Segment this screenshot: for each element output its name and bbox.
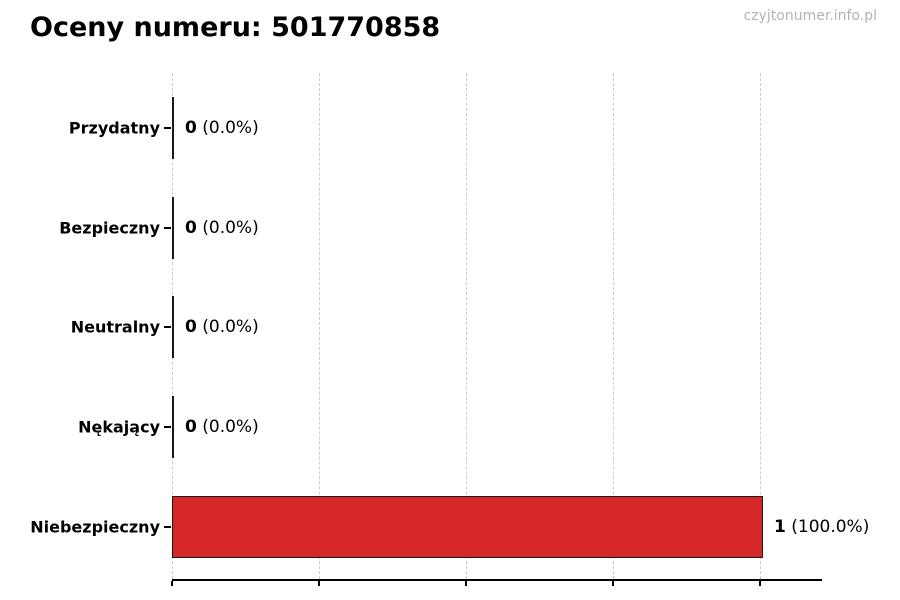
x-axis-tick	[465, 581, 467, 586]
watermark-text: czyjtonumer.info.pl	[743, 8, 877, 24]
chart-title: Oceny numeru: 501770858	[30, 12, 441, 43]
value-label: 1 (100.0%)	[774, 517, 869, 537]
x-axis-tick	[612, 581, 614, 586]
bar-nekajacy	[172, 396, 174, 458]
bar-neutralny	[172, 296, 174, 358]
bar-niebezpieczny	[172, 496, 763, 558]
gridline	[760, 73, 761, 579]
gridline	[466, 73, 467, 579]
category-label: Neutralny	[70, 317, 160, 337]
value-label: 0 (0.0%)	[185, 417, 259, 437]
category-label: Nękający	[78, 417, 160, 437]
chart-row: Nękający 0 (0.0%)	[0, 396, 900, 458]
x-axis-tick	[318, 581, 320, 586]
gridline	[613, 73, 614, 579]
value-percent: (0.0%)	[202, 118, 259, 138]
gridline	[319, 73, 320, 579]
y-axis-tick	[164, 326, 171, 328]
x-axis-tick	[759, 581, 761, 586]
value-percent: (0.0%)	[202, 218, 259, 238]
bar-przydatny	[172, 97, 174, 159]
value-count: 0	[185, 417, 197, 437]
value-count: 1	[774, 517, 786, 537]
value-count: 0	[185, 317, 197, 337]
y-axis-tick	[164, 426, 171, 428]
value-label: 0 (0.0%)	[185, 218, 259, 238]
value-percent: (0.0%)	[202, 317, 259, 337]
chart-row: Bezpieczny 0 (0.0%)	[0, 197, 900, 259]
chart-row: Niebezpieczny 1 (100.0%)	[0, 496, 900, 558]
value-count: 0	[185, 218, 197, 238]
y-axis-tick	[164, 526, 171, 528]
category-label: Niebezpieczny	[30, 517, 160, 537]
x-axis-tick	[171, 581, 173, 586]
value-count: 0	[185, 118, 197, 138]
y-axis-tick	[164, 127, 171, 129]
bar-bezpieczny	[172, 197, 174, 259]
chart-row: Neutralny 0 (0.0%)	[0, 296, 900, 358]
value-label: 0 (0.0%)	[185, 317, 259, 337]
value-percent: (0.0%)	[202, 417, 259, 437]
chart-row: Przydatny 0 (0.0%)	[0, 97, 900, 159]
value-label: 0 (0.0%)	[185, 118, 259, 138]
value-percent: (100.0%)	[791, 517, 870, 537]
category-label: Przydatny	[68, 118, 160, 138]
category-label: Bezpieczny	[59, 218, 160, 238]
y-axis-tick	[164, 227, 171, 229]
